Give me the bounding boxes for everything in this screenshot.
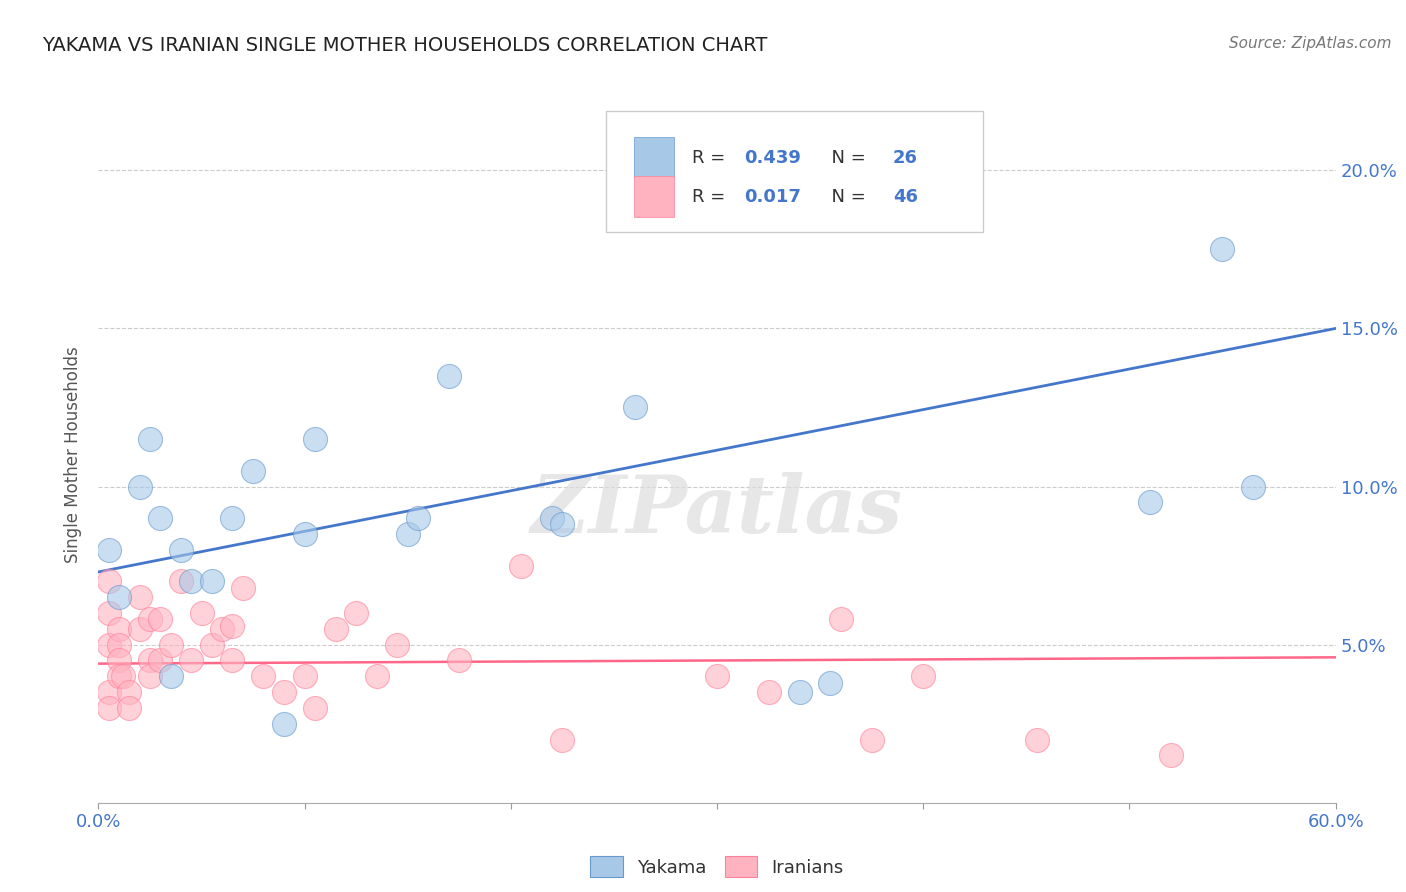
Point [387, 638, 409, 652]
Point [159, 669, 181, 683]
Point [820, 675, 842, 690]
Point [97, 574, 120, 589]
Point [344, 606, 367, 620]
Point [170, 574, 193, 589]
Text: ZIPatlas: ZIPatlas [531, 472, 903, 549]
Point [706, 669, 728, 683]
Point [242, 464, 264, 478]
Point [304, 701, 326, 715]
Point [252, 669, 274, 683]
Point [449, 653, 471, 667]
Text: 0.439: 0.439 [744, 149, 801, 167]
Point [221, 511, 243, 525]
Point [551, 732, 574, 747]
Point [366, 669, 388, 683]
Point [860, 732, 883, 747]
Point [108, 638, 131, 652]
Point [149, 511, 172, 525]
Point [232, 581, 254, 595]
Point [97, 685, 120, 699]
Point [789, 685, 811, 699]
Point [406, 511, 429, 525]
FancyBboxPatch shape [606, 111, 983, 232]
Point [170, 542, 193, 557]
Point [551, 517, 574, 532]
Point [180, 653, 202, 667]
Point [108, 653, 131, 667]
Point [1160, 748, 1182, 763]
Point [1241, 479, 1264, 493]
Point [159, 638, 181, 652]
Point [294, 527, 316, 541]
Text: N =: N = [820, 149, 872, 167]
Point [201, 638, 224, 652]
Point [644, 194, 666, 209]
Point [221, 618, 243, 632]
Point [758, 685, 780, 699]
Point [294, 669, 316, 683]
Point [97, 701, 120, 715]
Text: N =: N = [820, 187, 872, 206]
Text: 46: 46 [893, 187, 918, 206]
Point [221, 653, 243, 667]
Text: R =: R = [692, 149, 731, 167]
Point [180, 574, 202, 589]
Point [623, 401, 645, 415]
Point [97, 542, 120, 557]
Point [149, 653, 172, 667]
Text: R =: R = [692, 187, 731, 206]
Point [912, 669, 935, 683]
Y-axis label: Single Mother Households: Single Mother Households [65, 347, 83, 563]
Point [139, 612, 162, 626]
Text: YAKAMA VS IRANIAN SINGLE MOTHER HOUSEHOLDS CORRELATION CHART: YAKAMA VS IRANIAN SINGLE MOTHER HOUSEHOL… [42, 36, 768, 54]
Point [139, 432, 162, 446]
Point [273, 685, 295, 699]
Point [97, 606, 120, 620]
Point [510, 558, 533, 573]
Bar [634, 177, 673, 217]
Point [108, 622, 131, 636]
Point [437, 368, 460, 383]
Point [128, 622, 150, 636]
Point [541, 511, 564, 525]
Point [211, 622, 233, 636]
Point [118, 701, 141, 715]
Point [108, 669, 131, 683]
Point [139, 669, 162, 683]
Point [1025, 732, 1047, 747]
Point [273, 716, 295, 731]
Bar [634, 137, 673, 178]
Point [139, 653, 162, 667]
Text: 26: 26 [893, 149, 918, 167]
Text: 0.017: 0.017 [744, 187, 801, 206]
Text: Source: ZipAtlas.com: Source: ZipAtlas.com [1229, 36, 1392, 51]
Point [201, 574, 224, 589]
Point [149, 612, 172, 626]
Point [304, 432, 326, 446]
Point [325, 622, 347, 636]
Point [830, 612, 852, 626]
Point [1139, 495, 1161, 509]
Legend: Yakama, Iranians: Yakama, Iranians [583, 849, 851, 884]
Point [1211, 243, 1233, 257]
Point [128, 591, 150, 605]
Point [118, 685, 141, 699]
Point [108, 591, 131, 605]
Point [128, 479, 150, 493]
Point [97, 638, 120, 652]
Point [112, 669, 135, 683]
Point [190, 606, 212, 620]
Point [396, 527, 419, 541]
